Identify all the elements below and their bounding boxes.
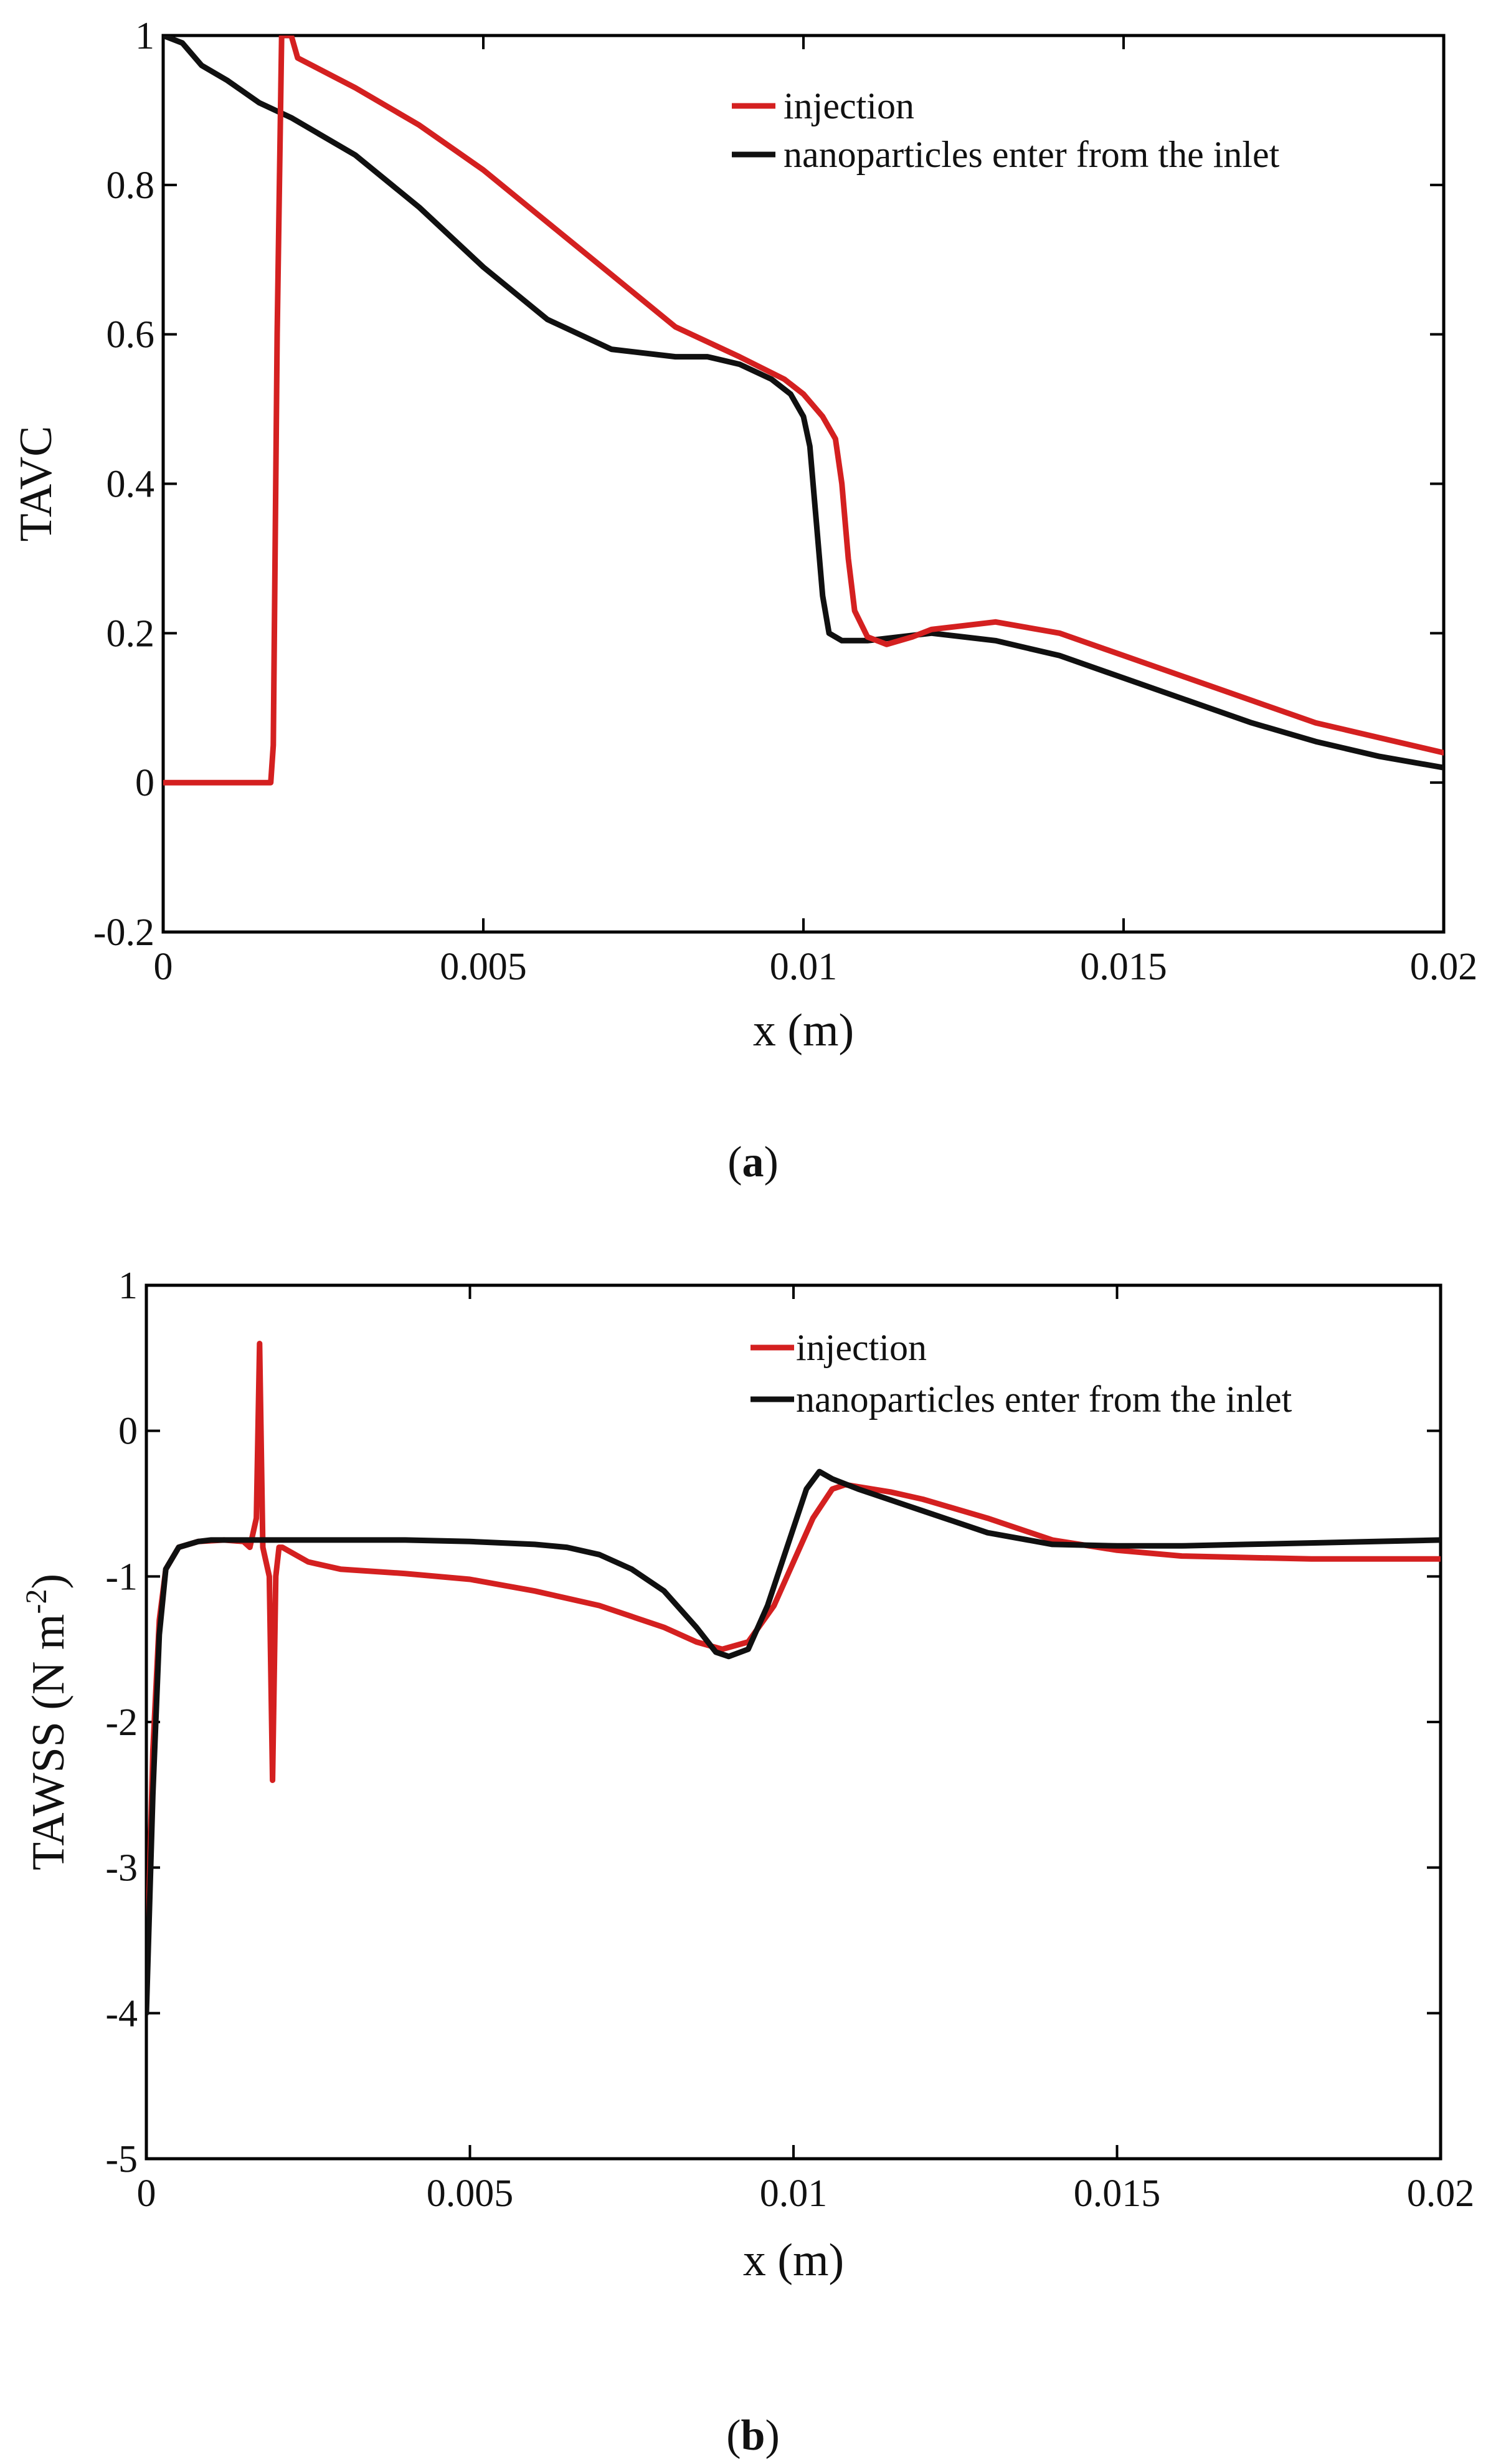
x-tick-label: 0: [137, 2172, 156, 2215]
panel-a-ticks: 0 0.005 0.01 0.015 0.02-0.200.20.40.60.81: [93, 15, 1477, 988]
y-tick-label: 1: [135, 15, 154, 57]
panel-b-chart: 0 0.005 0.01 0.015 0.02 -5 -4 -3 -2 -1 0 1 x (m) TA…: [20, 1265, 1474, 2286]
y-tick-label: -3: [105, 1847, 138, 1890]
panel-b-ticks: 0 0.005 0.01 0.015 0.02 -5 -4 -3 -2 -1 0 1: [105, 1265, 1474, 2215]
x-tick-label: 0.015: [1080, 946, 1167, 988]
y-tick-label: 0: [135, 762, 154, 804]
panel-a-legend: injection nanoparticles enter from the in…: [732, 85, 1280, 175]
injection-series-line: [163, 36, 1444, 786]
x-tick-label: 0.02: [1407, 2172, 1475, 2215]
y-tick-label: -0.2: [93, 911, 154, 954]
panel-a-series-lines: [163, 36, 1444, 786]
panel-b-caption: (b): [726, 2412, 780, 2460]
y-tick-label: 0: [118, 1410, 138, 1453]
legend-label-injection: injection: [784, 85, 914, 126]
x-tick-label: 0.015: [1074, 2172, 1161, 2215]
inlet-series-line: [146, 1468, 1441, 2016]
x-tick-label: 0.01: [770, 946, 838, 988]
panel-a-x-axis-label: x (m): [753, 1005, 854, 1056]
panel-a-y-axis-label: TAVC: [11, 426, 62, 542]
x-tick-label: 0.02: [1410, 946, 1478, 988]
panel-b-series-lines: [146, 1341, 1441, 2016]
panel-a-caption: (a): [727, 1138, 779, 1186]
panel-a-chart: 0 0.005 0.01 0.015 0.02-0.200.20.40.60.81 x …: [11, 15, 1477, 1056]
y-tick-label: -1: [105, 1556, 138, 1598]
y-tick-label: -4: [105, 1992, 138, 2035]
legend-label-inlet: nanoparticles enter from the inlet: [796, 1379, 1292, 1420]
legend-label-injection: injection: [796, 1327, 927, 1368]
panel-b-legend: injection nanoparticles enter from the in…: [751, 1327, 1292, 1420]
injection-series-line: [146, 1341, 1441, 2002]
x-tick-label: 0.01: [760, 2172, 828, 2215]
y-tick-label: 1: [118, 1265, 138, 1307]
y-tick-label: 0.4: [107, 464, 155, 506]
y-tick-label: 0.8: [107, 164, 155, 207]
inlet-series-line: [163, 36, 1444, 771]
y-tick-label: -2: [105, 1701, 138, 1744]
y-tick-label: 0.6: [107, 314, 155, 356]
x-tick-label: 0.005: [440, 946, 527, 988]
x-tick-label: 0.005: [427, 2172, 514, 2215]
panel-b-y-axis-label: TAWSS (N m-2): [20, 1574, 74, 1870]
legend-label-inlet: nanoparticles enter from the inlet: [784, 134, 1280, 175]
y-tick-label: -5: [105, 2138, 138, 2181]
panel-b-x-axis-label: x (m): [743, 2235, 844, 2286]
x-tick-label: 0: [154, 946, 173, 988]
y-tick-label: 0.2: [107, 612, 155, 655]
